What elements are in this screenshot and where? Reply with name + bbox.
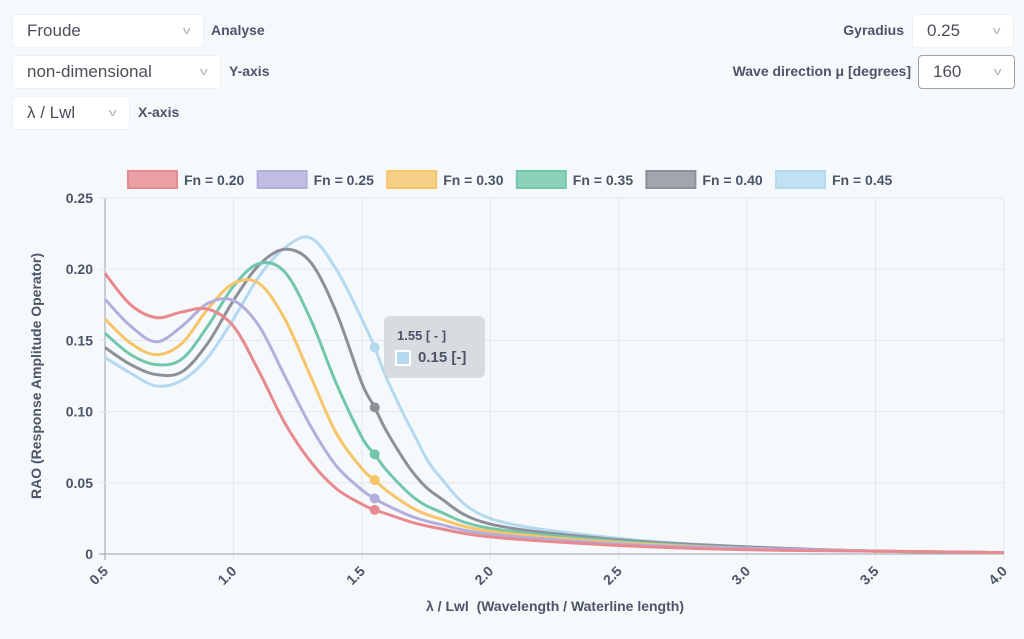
- series-line-030: [103, 278, 1005, 555]
- x-tick-label: 2.0: [471, 563, 496, 588]
- tooltip-title: 1.55 [ - ]: [397, 328, 447, 343]
- legend-swatch: [386, 170, 438, 189]
- series-line-040: [104, 247, 1005, 555]
- y-tick-label: 0.15: [66, 332, 93, 348]
- analyse-select[interactable]: Froude v: [12, 14, 204, 48]
- analyse-label: Analyse: [211, 22, 265, 38]
- highlight-point: [369, 474, 380, 485]
- highlight-point: [369, 504, 380, 515]
- legend-swatch: [256, 170, 308, 189]
- highlight-point: [369, 402, 380, 413]
- x-tick-label: 1.5: [343, 563, 368, 588]
- y-tick-label: 0.20: [66, 261, 93, 277]
- y-tick-label: 0.10: [66, 404, 93, 420]
- chevron-down-icon: v: [992, 25, 1001, 37]
- tooltip-value: 0.15 [-]: [418, 349, 467, 366]
- legend-label: Fn = 0.20: [184, 172, 245, 188]
- legend-swatch: [645, 170, 697, 189]
- x-tick-label: 3.5: [857, 563, 882, 588]
- legend-label: Fn = 0.40: [702, 172, 763, 188]
- x-axis-label: X-axis: [138, 104, 180, 120]
- tooltip-swatch: [395, 350, 411, 366]
- y-axis-value: non-dimensional: [27, 62, 152, 81]
- analyse-value: Froude: [27, 21, 81, 40]
- legend-label: Fn = 0.35: [573, 172, 634, 188]
- y-axis-select[interactable]: non-dimensional v: [12, 55, 221, 89]
- x-tick-label: 4.0: [985, 563, 1010, 588]
- legend-label: Fn = 0.45: [832, 172, 893, 188]
- legend-swatch: [515, 170, 567, 189]
- chevron-down-icon: v: [993, 66, 1002, 78]
- y-tick-label: 0: [85, 546, 93, 562]
- tooltip: 1.55 [ - ] 0.15 [-]: [384, 316, 485, 378]
- highlight-point: [369, 449, 380, 460]
- x-tick-label: 1.0: [214, 563, 239, 588]
- highlight-point: [369, 342, 380, 353]
- gyradius-value: 0.25: [927, 21, 961, 40]
- wave-direction-label: Wave direction μ [degrees]: [732, 63, 911, 79]
- legend-swatch: [775, 170, 826, 189]
- legend-label: Fn = 0.30: [443, 172, 504, 188]
- chevron-down-icon: v: [108, 107, 117, 119]
- x-tick-label: 2.5: [600, 563, 625, 588]
- chevron-down-icon: v: [199, 66, 208, 78]
- chevron-down-icon: v: [182, 25, 191, 37]
- wave-direction-value: 160: [933, 62, 962, 81]
- y-axis-title: RAO (Response Amplitude Operator): [28, 253, 44, 499]
- legend-label: Fn = 0.25: [314, 172, 375, 188]
- x-axis-title: λ / Lwl (Wavelength / Waterline length): [426, 598, 684, 614]
- series-line-020: [103, 272, 1005, 555]
- legend-swatch: [127, 170, 178, 189]
- gyradius-label: Gyradius: [843, 22, 904, 38]
- y-axis-label: Y-axis: [229, 63, 270, 79]
- x-axis-value: λ / Lwl: [27, 103, 76, 122]
- y-tick-label: 0.25: [66, 190, 93, 206]
- x-tick-label: 3.0: [728, 563, 753, 588]
- y-tick-label: 0.05: [66, 475, 93, 491]
- wave-direction-select[interactable]: 160 v: [918, 55, 1015, 89]
- x-tick-label: 0.5: [86, 563, 111, 588]
- series-line-045: [104, 235, 1005, 555]
- gyradius-select[interactable]: 0.25 v: [912, 14, 1014, 48]
- highlight-point: [369, 493, 380, 504]
- x-axis-select[interactable]: λ / Lwl v: [12, 96, 130, 130]
